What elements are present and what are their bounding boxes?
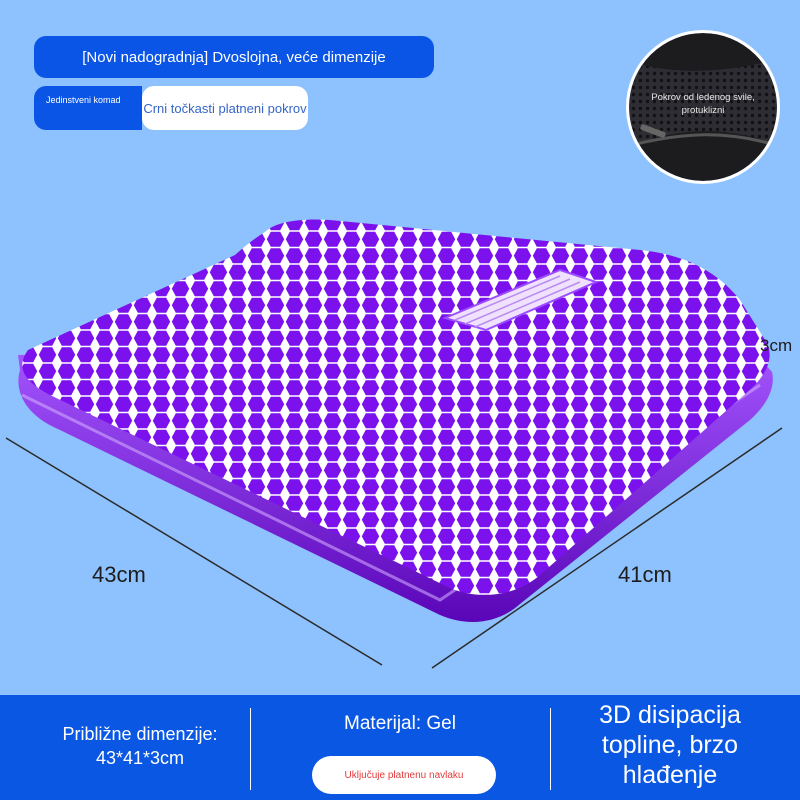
footer-divider <box>550 708 551 790</box>
includes-cover-badge: Uključuje platnenu navlaku <box>312 756 496 794</box>
inset-caption: Pokrov od ledenog svile, protuklizni <box>651 92 755 116</box>
cushion-top <box>22 219 770 595</box>
cooling-feature: 3D disipacija topline, brzo hlađenje <box>599 701 741 789</box>
tag-unique-piece: Jedinstveni komad <box>34 86 142 130</box>
dim-width-label: 43cm <box>92 562 146 587</box>
footer-divider <box>250 708 251 790</box>
dim-depth-label: 41cm <box>618 562 672 587</box>
inset-detail: Pokrov od ledenog svile, protuklizni <box>626 30 780 184</box>
material-spec: Materijal: Gel <box>344 713 456 734</box>
dim-line-depth <box>431 427 783 669</box>
headline-banner: [Novi nadogradnja] Dvoslojna, veće dimen… <box>34 36 434 78</box>
dim-height-label: 3cm <box>760 336 793 355</box>
size-spec: Približne dimenzije: 43*41*3cm <box>62 724 218 768</box>
product-tag: Jedinstveni komad Crni točkasti platneni… <box>34 86 308 130</box>
tag-cover: Crni točkasti platneni pokrov <box>142 86 308 130</box>
dim-line-width <box>5 437 383 666</box>
